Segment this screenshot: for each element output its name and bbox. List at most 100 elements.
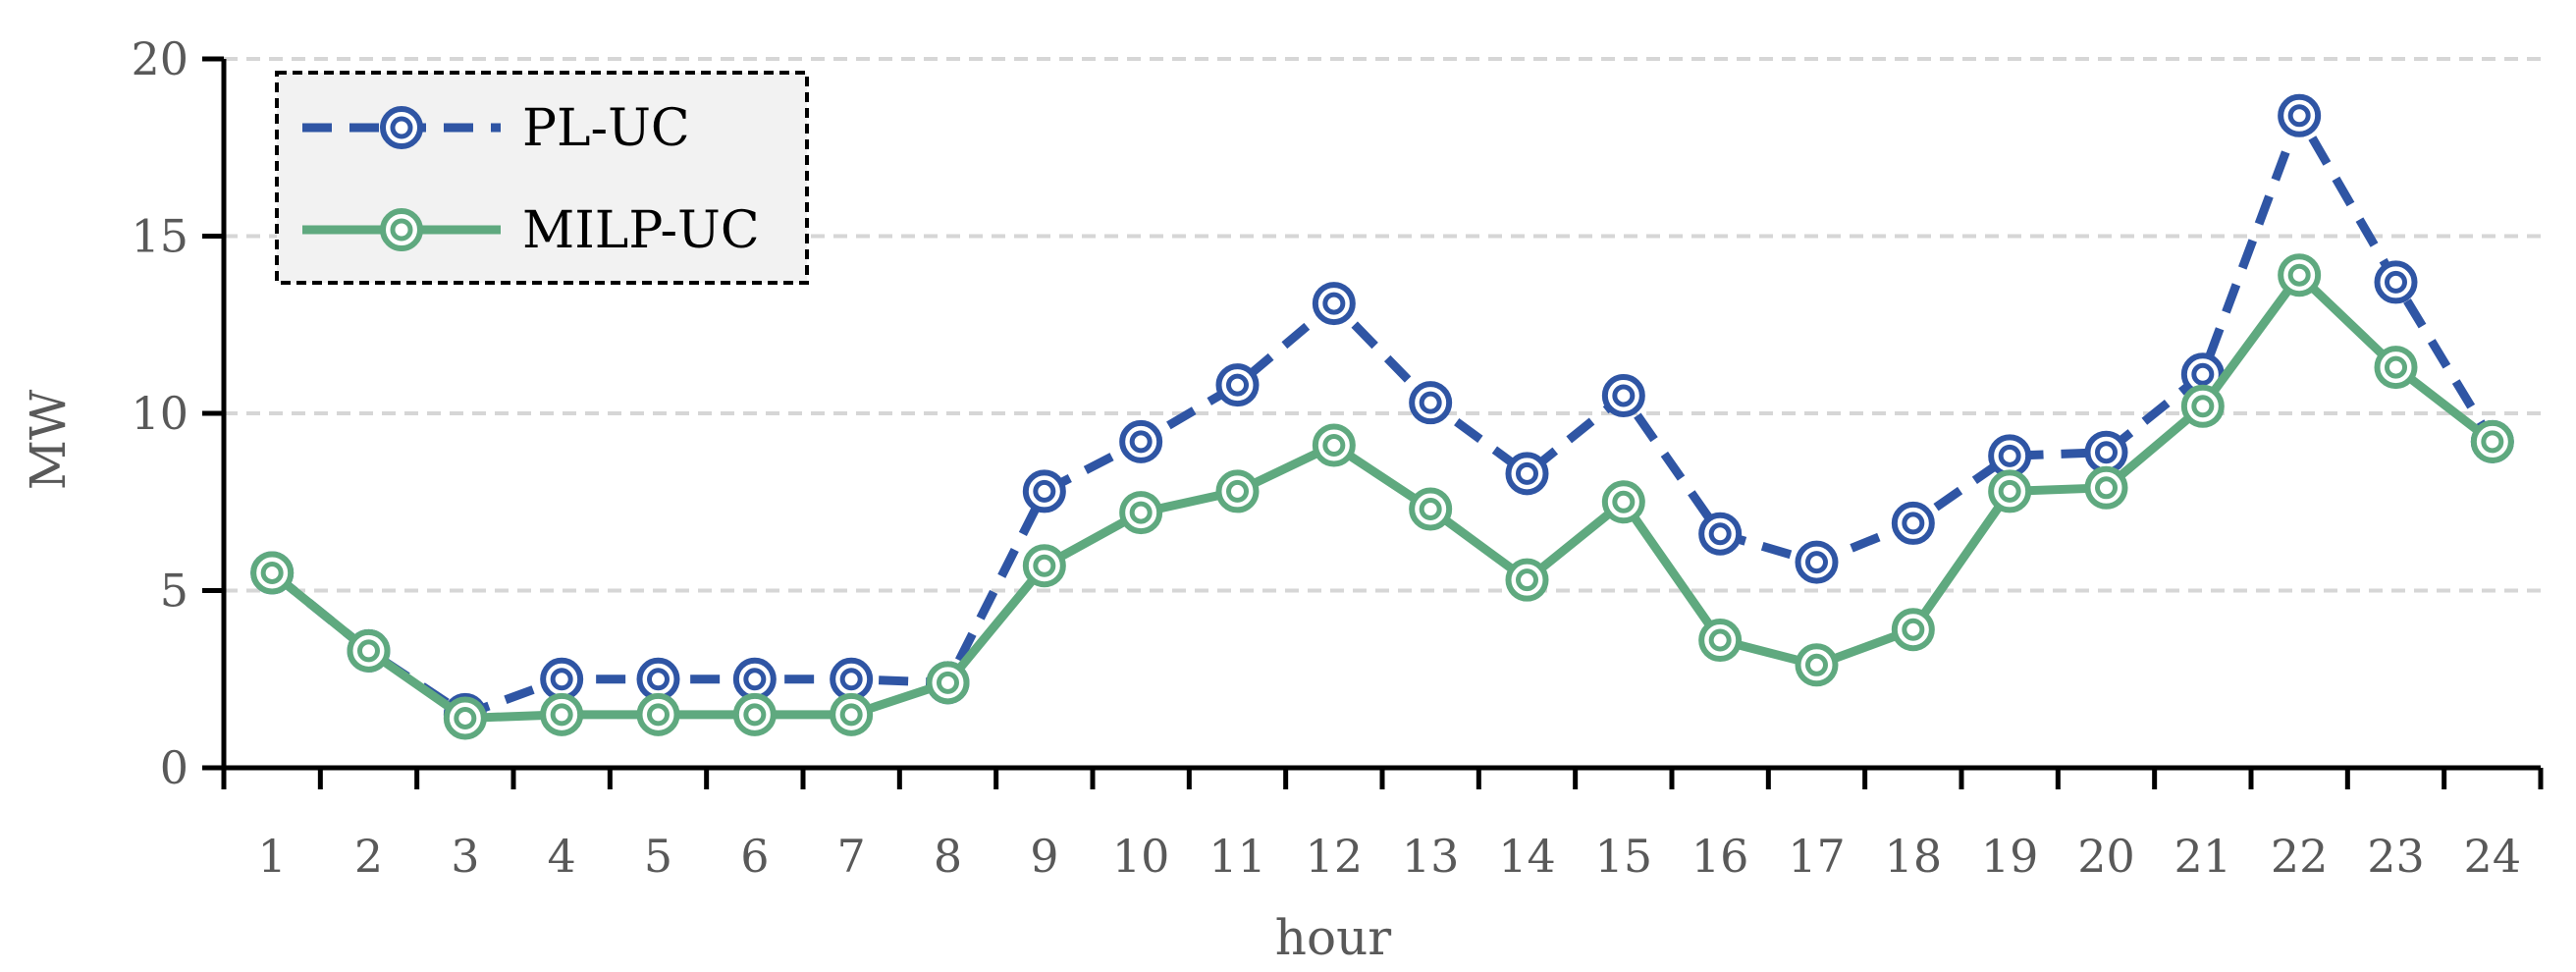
- marker-inner-ring: [839, 668, 863, 691]
- marker-inner-ring: [1226, 373, 1249, 397]
- y-tick-label: 15: [131, 210, 188, 263]
- data-point: [1601, 373, 1645, 417]
- data-point: [1601, 480, 1645, 524]
- x-tick-label: 1: [258, 830, 287, 883]
- marker-inner-ring: [550, 703, 573, 727]
- y-tick-label: 20: [131, 32, 188, 85]
- marker-inner-ring: [647, 703, 670, 727]
- data-point: [926, 661, 970, 705]
- marker-inner-ring: [260, 561, 284, 584]
- x-tick-label: 21: [2174, 830, 2232, 883]
- x-tick-label: 18: [1885, 830, 1943, 883]
- marker-inner-ring: [1129, 430, 1153, 454]
- x-tick-label: 3: [451, 830, 479, 883]
- x-tick-label: 19: [1981, 830, 2039, 883]
- x-tick-label: 7: [837, 830, 866, 883]
- x-tick-label: 23: [2367, 830, 2425, 883]
- y-tick-label: 0: [160, 741, 188, 794]
- data-point: [1215, 363, 1260, 407]
- data-point: [2278, 253, 2322, 297]
- marker-inner-ring: [1612, 490, 1636, 513]
- marker-inner-ring: [1322, 433, 1346, 457]
- x-tick-label: 13: [1402, 830, 1460, 883]
- marker-inner-ring: [390, 218, 413, 242]
- marker-inner-ring: [1322, 292, 1346, 315]
- x-tick-label: 24: [2464, 830, 2522, 883]
- y-axis-title: MW: [20, 389, 77, 490]
- data-point: [1119, 419, 1163, 463]
- data-point: [443, 696, 487, 740]
- x-tick-label: 17: [1788, 830, 1846, 883]
- marker-inner-ring: [2191, 362, 2215, 386]
- marker-inner-ring: [357, 639, 380, 663]
- data-point: [1022, 544, 1066, 588]
- marker-inner-ring: [743, 668, 767, 691]
- legend: PL-UC MILP-UC: [275, 71, 809, 285]
- data-point: [1409, 487, 1453, 531]
- marker-inner-ring: [1226, 479, 1249, 503]
- data-point: [1891, 608, 1935, 652]
- data-point: [1119, 491, 1163, 535]
- axes: [202, 56, 2544, 789]
- series-layer: [250, 93, 2514, 740]
- marker-inner-ring: [743, 703, 767, 727]
- series-line: [269, 270, 2496, 723]
- data-point: [2084, 430, 2128, 474]
- data-point: [636, 692, 680, 736]
- marker-inner-ring: [390, 116, 413, 139]
- y-tick-label: 10: [131, 387, 188, 440]
- marker-inner-ring: [2385, 270, 2407, 294]
- x-tick-label: 15: [1595, 830, 1653, 883]
- data-point: [1215, 469, 1260, 513]
- legend-marker: [380, 106, 423, 149]
- marker-inner-ring: [1708, 628, 1732, 652]
- marker-inner-ring: [1612, 384, 1636, 407]
- marker-inner-ring: [1998, 479, 2021, 503]
- legend-label: MILP-UC: [522, 201, 760, 260]
- x-tick-label: 5: [644, 830, 672, 883]
- data-point: [2374, 260, 2418, 304]
- marker-inner-ring: [1902, 512, 1925, 535]
- data-point: [830, 657, 874, 701]
- data-point: [1988, 434, 2032, 478]
- marker-inner-ring: [2095, 476, 2118, 500]
- marker-inner-ring: [1419, 391, 1442, 414]
- y-tick-label: 5: [160, 565, 188, 618]
- x-tick-label: 20: [2077, 830, 2135, 883]
- marker-inner-ring: [2385, 355, 2407, 379]
- x-tick-label: 6: [740, 830, 769, 883]
- x-tick-label: 9: [1030, 830, 1058, 883]
- data-point: [2278, 93, 2322, 137]
- legend-entry: MILP-UC: [302, 201, 760, 260]
- data-point: [732, 692, 777, 736]
- x-tick-label: 10: [1112, 830, 1170, 883]
- x-tick-label: 22: [2271, 830, 2329, 883]
- marker-inner-ring: [2287, 263, 2311, 287]
- data-point: [830, 692, 874, 736]
- x-tick-label: 8: [934, 830, 962, 883]
- x-tick-label: 11: [1208, 830, 1266, 883]
- marker-inner-ring: [454, 706, 477, 729]
- series-milp-uc: [250, 253, 2514, 740]
- data-point: [1409, 381, 1453, 425]
- marker-inner-ring: [647, 668, 670, 691]
- marker-inner-ring: [2191, 395, 2215, 418]
- legend-entry: PL-UC: [302, 99, 690, 158]
- data-point: [732, 657, 777, 701]
- data-point: [1891, 501, 1935, 545]
- legend-box: [275, 71, 809, 285]
- data-point: [250, 551, 295, 595]
- marker-inner-ring: [1708, 522, 1732, 546]
- data-point: [1698, 619, 1743, 663]
- x-tick-label: 12: [1306, 830, 1364, 883]
- legend-marker: [380, 208, 423, 251]
- data-point: [1988, 469, 2032, 513]
- data-point: [2374, 346, 2418, 390]
- marker-inner-ring: [550, 668, 573, 691]
- x-tick-label: 14: [1498, 830, 1556, 883]
- marker-inner-ring: [1419, 497, 1442, 520]
- marker-inner-ring: [1033, 554, 1056, 577]
- data-point: [2470, 419, 2514, 463]
